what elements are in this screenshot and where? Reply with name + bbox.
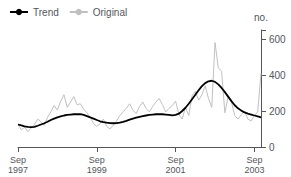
svg-text:1999: 1999: [87, 165, 107, 175]
svg-text:2001: 2001: [166, 165, 186, 175]
svg-text:Trend: Trend: [33, 7, 59, 18]
svg-text:600: 600: [269, 34, 286, 45]
svg-text:2003: 2003: [244, 165, 264, 175]
svg-text:400: 400: [269, 70, 286, 81]
svg-text:1997: 1997: [8, 165, 28, 175]
svg-text:0: 0: [269, 142, 275, 153]
svg-text:Sep: Sep: [168, 155, 184, 165]
svg-text:Sep: Sep: [246, 155, 262, 165]
svg-text:200: 200: [269, 106, 286, 117]
svg-text:Sep: Sep: [89, 155, 105, 165]
svg-text:Original: Original: [93, 7, 127, 18]
svg-text:Sep: Sep: [10, 155, 26, 165]
svg-text:no.: no.: [254, 12, 268, 23]
